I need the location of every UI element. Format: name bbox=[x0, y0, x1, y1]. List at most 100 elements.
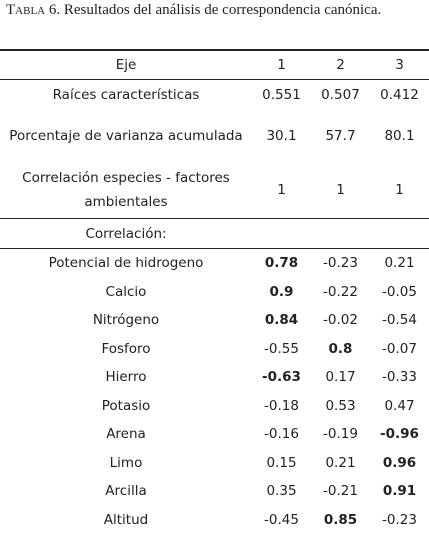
table-row: Limo 0.15 0.21 0.96 bbox=[0, 449, 429, 478]
cell-text: 0.17 bbox=[325, 369, 355, 385]
cell-text: 0.84 bbox=[265, 312, 298, 328]
row-label: Nitrógeno bbox=[0, 306, 252, 335]
section-text: Correlación: bbox=[85, 226, 166, 242]
cell: -0.23 bbox=[370, 506, 429, 534]
cell: 0.412 bbox=[370, 80, 429, 111]
cell: 0.8 bbox=[311, 335, 370, 364]
cell: 0.96 bbox=[370, 449, 429, 478]
cell-text: -0.33 bbox=[382, 369, 417, 385]
cell-text: 80.1 bbox=[384, 128, 414, 144]
row-label: Eje bbox=[0, 50, 252, 80]
section-row: Correlación: bbox=[0, 219, 429, 249]
row-label: Fosforo bbox=[0, 335, 252, 364]
cell: 0.15 bbox=[252, 449, 311, 478]
cell: -0.96 bbox=[370, 420, 429, 449]
cell: 0.21 bbox=[311, 449, 370, 478]
cell-text: 1 bbox=[336, 182, 345, 198]
cell-text: 0.507 bbox=[321, 87, 360, 103]
cell-text: -0.07 bbox=[382, 341, 417, 357]
table-row: Nitrógeno 0.84 -0.02 -0.54 bbox=[0, 306, 429, 335]
section-label: Correlación: bbox=[0, 219, 252, 249]
cell-text: 57.7 bbox=[325, 128, 355, 144]
cell bbox=[311, 219, 370, 249]
cell: -0.05 bbox=[370, 278, 429, 307]
cell: 0.551 bbox=[252, 80, 311, 111]
cell: 0.9 bbox=[252, 278, 311, 307]
cell: 30.1 bbox=[252, 110, 311, 162]
cell-text: 1 bbox=[395, 182, 404, 198]
cell-text: Eje bbox=[116, 57, 137, 73]
cell-text: 0.47 bbox=[384, 398, 414, 414]
cell: -0.55 bbox=[252, 335, 311, 364]
table-row: Arcilla 0.35 -0.21 0.91 bbox=[0, 477, 429, 506]
cell: 0.21 bbox=[370, 249, 429, 278]
row-label: Porcentaje de varianza acumulada bbox=[0, 110, 252, 162]
cell-text: 30.1 bbox=[266, 128, 296, 144]
cell-text: -0.96 bbox=[380, 426, 419, 442]
cell-text: Arena bbox=[106, 426, 146, 442]
cell-text: Potasio bbox=[102, 398, 151, 414]
cell-text: 0.85 bbox=[324, 512, 357, 528]
row-label: Altitud bbox=[0, 506, 252, 534]
cell-text: -0.23 bbox=[323, 255, 358, 271]
cell-text: Correlación especies - factores ambienta… bbox=[22, 170, 230, 210]
cell bbox=[252, 219, 311, 249]
cell-text: -0.54 bbox=[382, 312, 417, 328]
cell: 1 bbox=[252, 50, 311, 80]
cell-text: 3 bbox=[395, 57, 404, 73]
cell: 0.78 bbox=[252, 249, 311, 278]
cell-text: Altitud bbox=[104, 512, 148, 528]
cell-text: 0.35 bbox=[266, 483, 296, 499]
cell: 1 bbox=[311, 162, 370, 219]
cell-text: -0.22 bbox=[323, 284, 358, 300]
cell-text: Calcio bbox=[106, 284, 147, 300]
cell: 3 bbox=[370, 50, 429, 80]
cell-text: 0.96 bbox=[383, 455, 416, 471]
table-row: Correlación especies - factores ambienta… bbox=[0, 162, 429, 219]
table-row: Eje 1 2 3 bbox=[0, 50, 429, 80]
table: Eje 1 2 3 Raíces características 0.551 0.507 0.… bbox=[0, 49, 429, 534]
cell-text: 0.412 bbox=[380, 87, 419, 103]
cell-text: -0.16 bbox=[264, 426, 299, 442]
cell: -0.18 bbox=[252, 392, 311, 421]
row-label: Correlación especies - factores ambienta… bbox=[0, 162, 252, 219]
cell-text: 1 bbox=[277, 182, 286, 198]
table-row: Porcentaje de varianza acumulada 30.1 57.7… bbox=[0, 110, 429, 162]
row-label: Arena bbox=[0, 420, 252, 449]
cell: 0.507 bbox=[311, 80, 370, 111]
cell-text: Porcentaje de varianza acumulada bbox=[9, 128, 242, 144]
caption: Tabla 6. Resultados del análisis de corr… bbox=[6, 2, 381, 19]
cell: 2 bbox=[311, 50, 370, 80]
cell-text: -0.02 bbox=[323, 312, 358, 328]
cell: -0.21 bbox=[311, 477, 370, 506]
cell-text: 0.91 bbox=[383, 483, 416, 499]
row-label: Arcilla bbox=[0, 477, 252, 506]
table-row: Calcio 0.9 -0.22 -0.05 bbox=[0, 278, 429, 307]
table-row: Hierro -0.63 0.17 -0.33 bbox=[0, 363, 429, 392]
cell-text: Limo bbox=[110, 455, 143, 471]
cell-text: Raíces características bbox=[53, 87, 200, 103]
cell: 0.91 bbox=[370, 477, 429, 506]
cell: 0.84 bbox=[252, 306, 311, 335]
cell-text: -0.63 bbox=[262, 369, 301, 385]
cell-text: 0.21 bbox=[325, 455, 355, 471]
cell: -0.54 bbox=[370, 306, 429, 335]
cell: -0.22 bbox=[311, 278, 370, 307]
cell-text: 0.15 bbox=[266, 455, 296, 471]
cell-text: 0.78 bbox=[265, 255, 298, 271]
cell-text: -0.21 bbox=[323, 483, 358, 499]
table-row: Fosforo -0.55 0.8 -0.07 bbox=[0, 335, 429, 364]
cell-text: -0.05 bbox=[382, 284, 417, 300]
cell: 0.85 bbox=[311, 506, 370, 534]
caption-label: Tabla 6. bbox=[6, 2, 60, 18]
cell: -0.16 bbox=[252, 420, 311, 449]
cell: 0.47 bbox=[370, 392, 429, 421]
row-label: Potasio bbox=[0, 392, 252, 421]
row-label: Hierro bbox=[0, 363, 252, 392]
cell-text: -0.55 bbox=[264, 341, 299, 357]
cell bbox=[370, 219, 429, 249]
cell-text: 1 bbox=[277, 57, 286, 73]
